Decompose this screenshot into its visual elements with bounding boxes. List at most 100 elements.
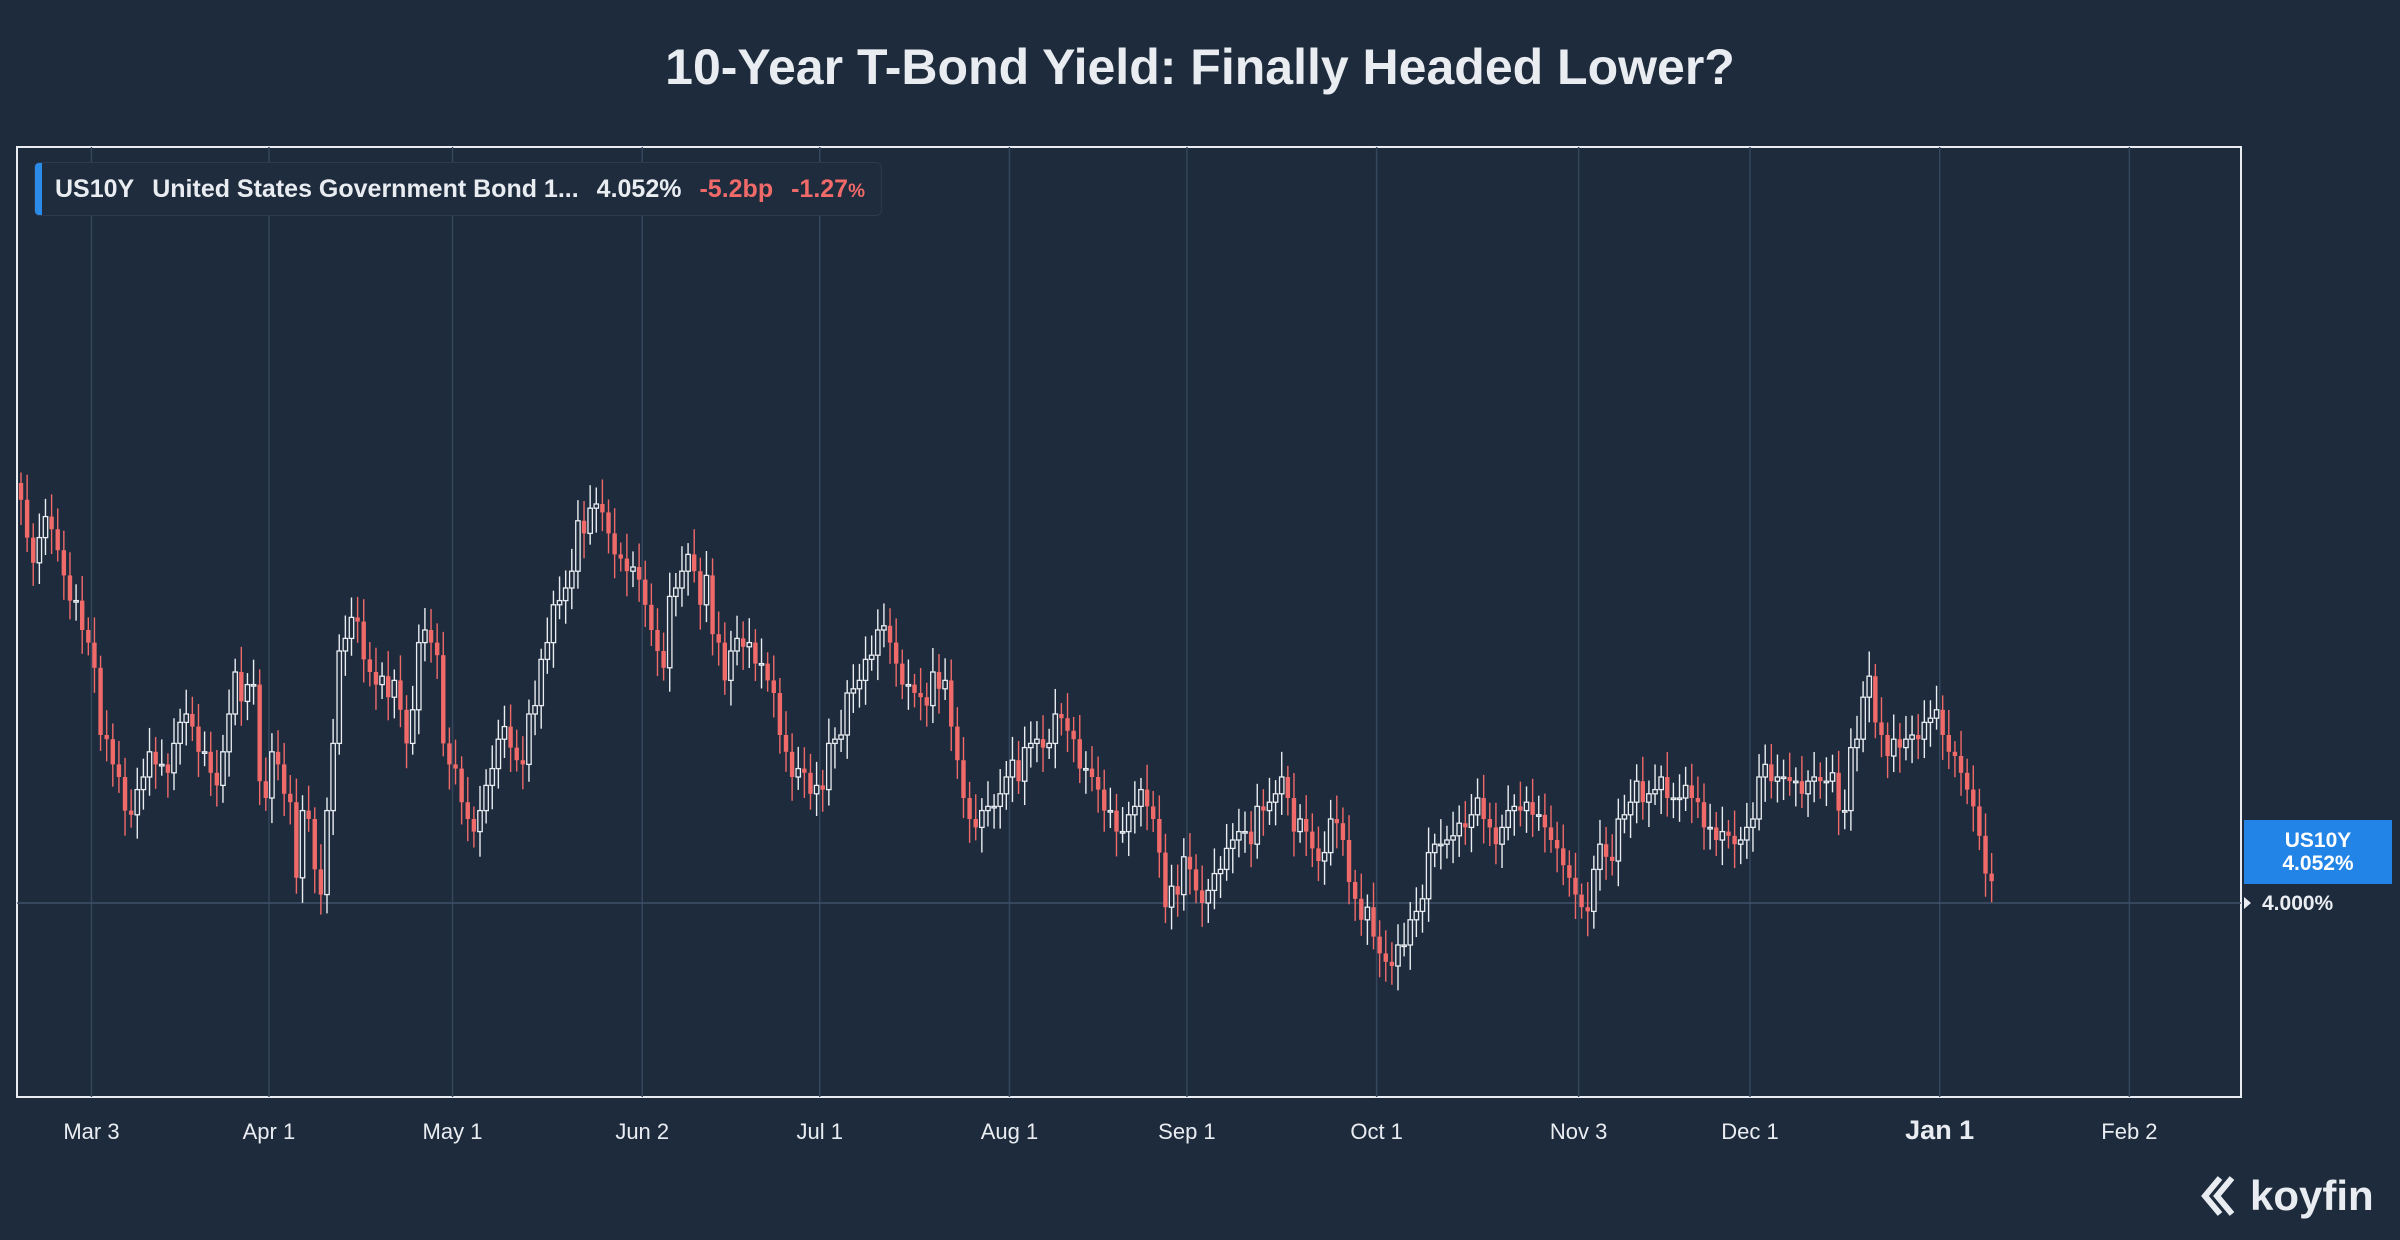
candle [771,655,776,718]
candle-body-down [777,693,783,735]
candle-body-down [190,714,195,727]
candle-body-up [1811,776,1818,782]
candle-body-down [771,680,776,693]
candle-body-up [1921,721,1928,740]
candle [226,689,232,777]
candle-body-down [1554,840,1560,849]
candle-body-up [1168,885,1175,908]
candle [881,603,887,648]
candle-body-up [1597,843,1603,871]
candle-body-up [874,629,881,656]
candle-body-up [844,692,851,736]
price-tag-value: 4.052% [2282,852,2354,875]
candle [1530,778,1535,837]
candle [1310,813,1315,868]
candle [1321,831,1328,885]
candle-body-up [36,536,43,564]
candle-body-up [746,641,753,648]
candles [18,472,1994,991]
candle-body-down [1518,806,1523,811]
candle [239,646,244,726]
candle [361,599,366,683]
candle [967,781,972,843]
candle-body-up [1535,814,1542,817]
candle-body-down [1726,831,1731,836]
candle-body-up [1266,801,1273,812]
candle [428,608,434,663]
candle-body-down [1548,827,1554,840]
candle-body-down [122,777,128,811]
candle [1597,819,1603,891]
candle [281,742,287,817]
candle-body-up [1407,919,1414,946]
candle [1885,722,1890,779]
candle-body-down [1175,886,1180,895]
candle-body-down [1818,777,1823,782]
candle [471,806,477,848]
candle-body-down [110,739,115,765]
candle [1774,754,1781,803]
candle-body-up [728,650,734,682]
candle-body-down [1983,835,1988,874]
candle [257,669,262,806]
candle-body-up [501,725,508,740]
candle [728,630,734,706]
candle-body-down [1873,676,1878,723]
candle [606,499,611,554]
candle-body-down [1359,898,1364,920]
candle-body-down [1193,869,1199,891]
candle-body-down [459,768,464,803]
candle-body-up [1205,889,1212,904]
candle-body-up [489,767,496,787]
candle [538,648,545,729]
series-legend[interactable]: US10Y United States Government Bond 1...… [34,162,882,216]
candle [1102,769,1107,832]
candle-body-down [1291,798,1297,832]
candle-body-up [881,625,887,631]
candle-body-down [1971,789,1976,807]
candle [1567,850,1572,897]
candle [1248,811,1254,868]
candle [1792,767,1799,807]
candle [1762,744,1769,802]
candle-body-up [856,679,863,690]
candle-body-down [1958,756,1964,773]
candle [342,615,349,676]
candle-body-down [1340,823,1346,840]
candle-body-up [171,742,177,774]
candle [1554,821,1560,873]
candle-body-down [1542,814,1548,828]
candle-body-down [606,512,611,534]
candle [1695,776,1701,819]
legend-change-pct: -1.27% [791,174,865,203]
candle [777,677,783,754]
candle-body-up [832,738,838,745]
candle-body-up [158,763,165,767]
candle [1658,765,1665,815]
candle-body-up [220,751,226,787]
x-axis-ticks: Mar 3 Apr 1 May 1 Jun 2 Jul 1 Aug 1 Sep 1 Oct 1… [63,1115,2157,1145]
candle [1236,808,1242,858]
candle-body-down [1261,806,1266,811]
candle [1027,721,1034,768]
candle-body-down [1689,785,1694,798]
candle [1890,714,1897,773]
candle [220,734,226,803]
candle-body-down [428,630,434,643]
candle-body-up [1278,776,1285,795]
candle-body-down [447,743,452,765]
candle [1272,780,1279,826]
candle [1518,781,1523,827]
candle-body-down [1530,802,1535,815]
candle [98,655,103,751]
candle [581,501,587,559]
candle-body-down [367,659,373,672]
candle [288,775,293,825]
candle [1278,751,1285,815]
candle-body-down [936,672,942,689]
candle [532,680,538,736]
candle [973,794,978,841]
candle-body-up [1719,830,1726,841]
candle [1799,756,1805,809]
